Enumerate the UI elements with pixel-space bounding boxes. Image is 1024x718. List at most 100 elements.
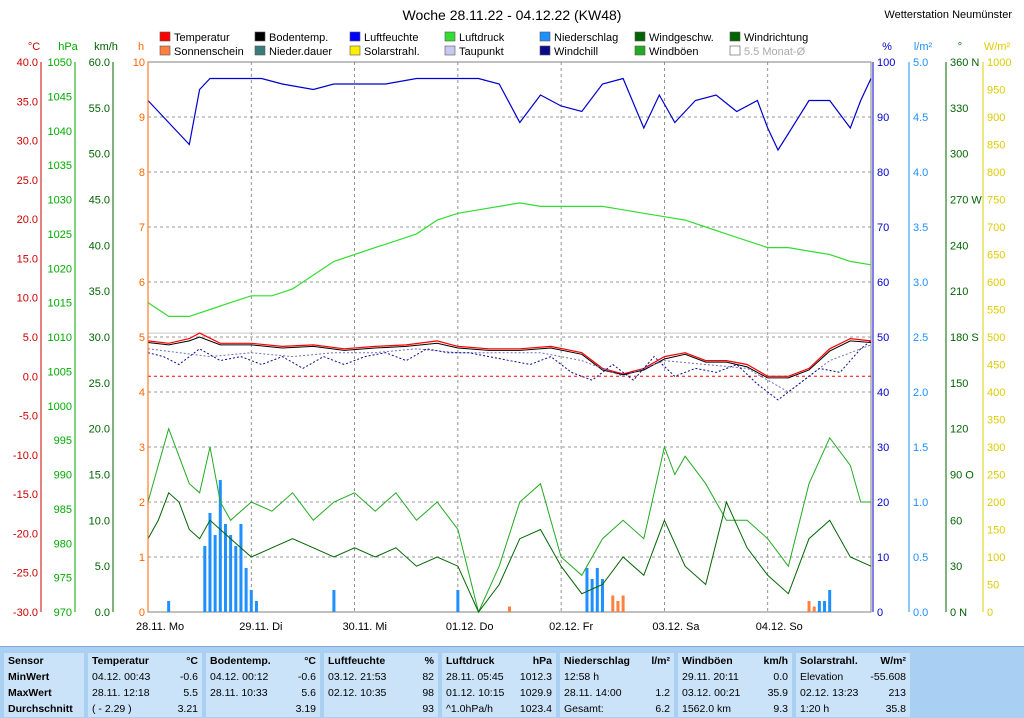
axis-tick-wind: 35.0 <box>89 286 110 298</box>
row-label-max: MaxWert <box>8 687 52 699</box>
stats-cell-value: -0.6 <box>179 671 198 683</box>
axis-unit-hum: % <box>882 41 892 53</box>
bar-niederschlag <box>203 546 207 612</box>
axis-tick-temp: 20.0 <box>17 214 38 226</box>
axis-tick-wind: 20.0 <box>89 424 110 436</box>
legend-swatch <box>634 31 646 42</box>
bar-niederschlag <box>223 524 227 612</box>
legend-swatch <box>444 31 456 42</box>
stats-block-unit: % <box>424 655 434 667</box>
stats-cell-label: 03.12. 00:21 <box>682 687 741 699</box>
axis-tick-hum: 100 <box>877 57 895 69</box>
stats-block-title: Luftdruck <box>446 655 495 667</box>
axis-tick-rain: 4.5 <box>913 112 928 124</box>
axis-tick-rain: 0.5 <box>913 552 928 564</box>
stats-block-unit: hPa <box>532 655 552 667</box>
axis-tick-temp: -30.0 <box>13 607 38 619</box>
stats-cell-label: 01.12. 10:15 <box>446 687 505 699</box>
bar-niederschlag <box>218 480 222 612</box>
axis-tick-rain: 1.0 <box>913 497 928 509</box>
axis-tick-temp: -10.0 <box>13 450 38 462</box>
axis-unit-press: hPa <box>58 41 78 53</box>
row-label-avg: Durchschnitt <box>8 703 73 715</box>
axis-tick-hours: 7 <box>139 222 145 234</box>
axis-tick-hours: 4 <box>139 387 145 399</box>
axis-tick-dir: 330 <box>950 103 968 115</box>
axis-tick-temp: 5.0 <box>23 332 38 344</box>
axis-tick-temp: 40.0 <box>17 57 38 69</box>
stats-cell-label: 02.12. 13:23 <box>800 687 859 699</box>
axis-tick-hours: 6 <box>139 277 145 289</box>
axis-tick-dir: 120 <box>950 424 968 436</box>
stats-cell-value: 0.0 <box>773 671 788 683</box>
axis-tick-hum: 50 <box>877 332 889 344</box>
series-windgeschw- <box>147 491 872 613</box>
legend-swatch <box>349 45 361 56</box>
axis-tick-temp: -20.0 <box>13 528 38 540</box>
axis-tick-temp: -15.0 <box>13 489 38 501</box>
legend-swatch <box>539 45 551 56</box>
bar-niederschlag <box>600 579 604 612</box>
axis-tick-press: 1015 <box>48 298 72 310</box>
legend-swatch <box>254 45 266 56</box>
stats-block-unit: l/m² <box>651 655 670 667</box>
axis-tick-wind: 15.0 <box>89 470 110 482</box>
stats-cell-value: 9.3 <box>773 703 788 715</box>
stats-block-title: Bodentemp. <box>210 655 271 667</box>
series-taupunkt <box>147 344 872 393</box>
axis-tick-solar: 600 <box>987 277 1005 289</box>
stats-cell-label: Elevation <box>800 671 844 683</box>
axis-tick-wind: 55.0 <box>89 103 110 115</box>
legend-label: Temperatur <box>174 32 230 44</box>
day-label: 29.11. Di <box>239 621 282 633</box>
bar-niederschlag <box>585 568 589 612</box>
legend-swatch <box>634 45 646 56</box>
chart-title: Woche 28.11.22 - 04.12.22 (KW48) <box>403 7 622 23</box>
axis-tick-temp: 35.0 <box>17 96 38 108</box>
stats-block-unit: °C <box>186 655 198 667</box>
axis-tick-solar: 650 <box>987 250 1005 262</box>
axis-tick-rain: 4.0 <box>913 167 928 179</box>
bar-niederschlag <box>208 513 212 612</box>
stats-cell-value: 35.8 <box>885 703 906 715</box>
series-temperatur <box>147 332 872 377</box>
legend-label: Windböen <box>649 46 699 58</box>
axis-tick-wind: 40.0 <box>89 240 110 252</box>
axis-tick-hours: 9 <box>139 112 145 124</box>
axis-tick-solar: 1000 <box>987 57 1011 69</box>
stats-cell-label: 1:20 h <box>800 703 830 715</box>
axis-unit-solar: W/m² <box>984 41 1011 53</box>
legend-label: Sonnenschein <box>174 46 244 58</box>
bar-niederschlag <box>249 590 253 612</box>
axis-tick-wind: 0.0 <box>95 607 110 619</box>
axis-tick-press: 990 <box>54 470 72 482</box>
stats-cell-label: 28.11. 05:45 <box>446 671 504 683</box>
axis-tick-rain: 5.0 <box>913 57 928 69</box>
axis-tick-press: 1050 <box>48 57 72 69</box>
axis-tick-solar: 900 <box>987 112 1005 124</box>
bar-niederschlag <box>332 590 336 612</box>
stats-cell-label: 1562.0 km <box>682 703 732 715</box>
axis-tick-dir: 300 <box>950 149 968 161</box>
stats-cell-value: 5.5 <box>183 687 198 699</box>
axis-tick-rain: 0.0 <box>913 607 928 619</box>
stats-cell-value: 35.9 <box>767 687 788 699</box>
axis-tick-press: 1005 <box>48 366 72 378</box>
stats-cell-value: 1023.4 <box>519 703 552 715</box>
stats-panel: Sensor MinWert MaxWert Durchschnitt Temp… <box>0 646 1024 718</box>
axis-tick-hours: 2 <box>139 497 145 509</box>
bar-sonnenschein <box>807 601 811 612</box>
axis-tick-press: 975 <box>54 573 72 585</box>
stats-cell-label: 02.12. 10:35 <box>328 687 387 699</box>
axis-tick-dir: 270 W <box>950 195 982 207</box>
bar-niederschlag <box>244 568 248 612</box>
axis-tick-hours: 5 <box>139 332 145 344</box>
bar-niederschlag <box>595 568 599 612</box>
stats-cell-label: ^1.0hPa/h <box>446 703 493 715</box>
axis-tick-rain: 2.5 <box>913 332 928 344</box>
day-label: 03.12. Sa <box>652 621 700 633</box>
stats-cell-value: 1012.3 <box>519 671 552 683</box>
legend-label: Solarstrahl. <box>364 46 420 58</box>
station-name: Wetterstation Neumünster <box>884 9 1012 21</box>
series-luftfeuchte <box>147 77 872 152</box>
